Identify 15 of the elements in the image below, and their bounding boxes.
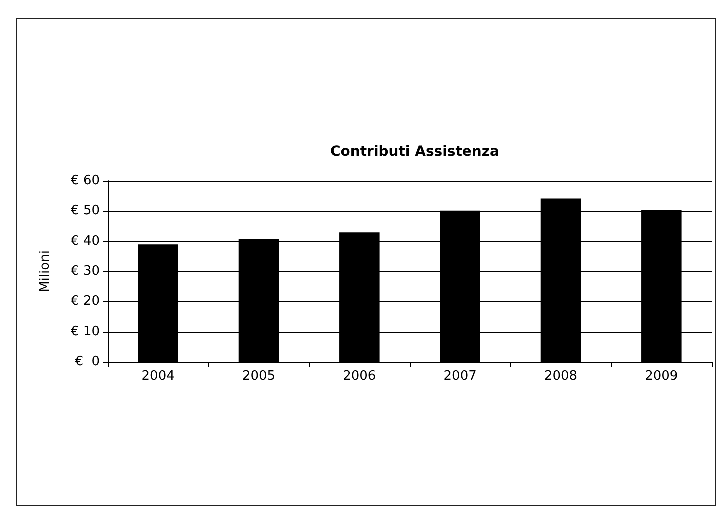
- y-tick-label: € 10: [71, 324, 100, 340]
- y-tick-label: € 40: [71, 234, 100, 249]
- y-tick-label: € 0: [75, 354, 100, 370]
- x-tick-label: 2008: [544, 369, 578, 384]
- y-tick-label: € 30: [71, 264, 100, 279]
- x-tick-label: 2005: [242, 369, 276, 384]
- x-tick-label: 2009: [645, 369, 678, 384]
- y-axis-title: Milioni: [38, 250, 53, 292]
- x-tick-label: 2006: [343, 369, 376, 384]
- chart-title: Contributi Assistenza: [330, 144, 500, 160]
- y-tick-label: € 20: [71, 294, 100, 310]
- y-tick-label: € 50: [71, 204, 100, 219]
- x-tick-label: 2007: [444, 369, 477, 384]
- y-tick-label: € 60: [71, 174, 100, 188]
- x-tick-label: 2004: [142, 369, 175, 384]
